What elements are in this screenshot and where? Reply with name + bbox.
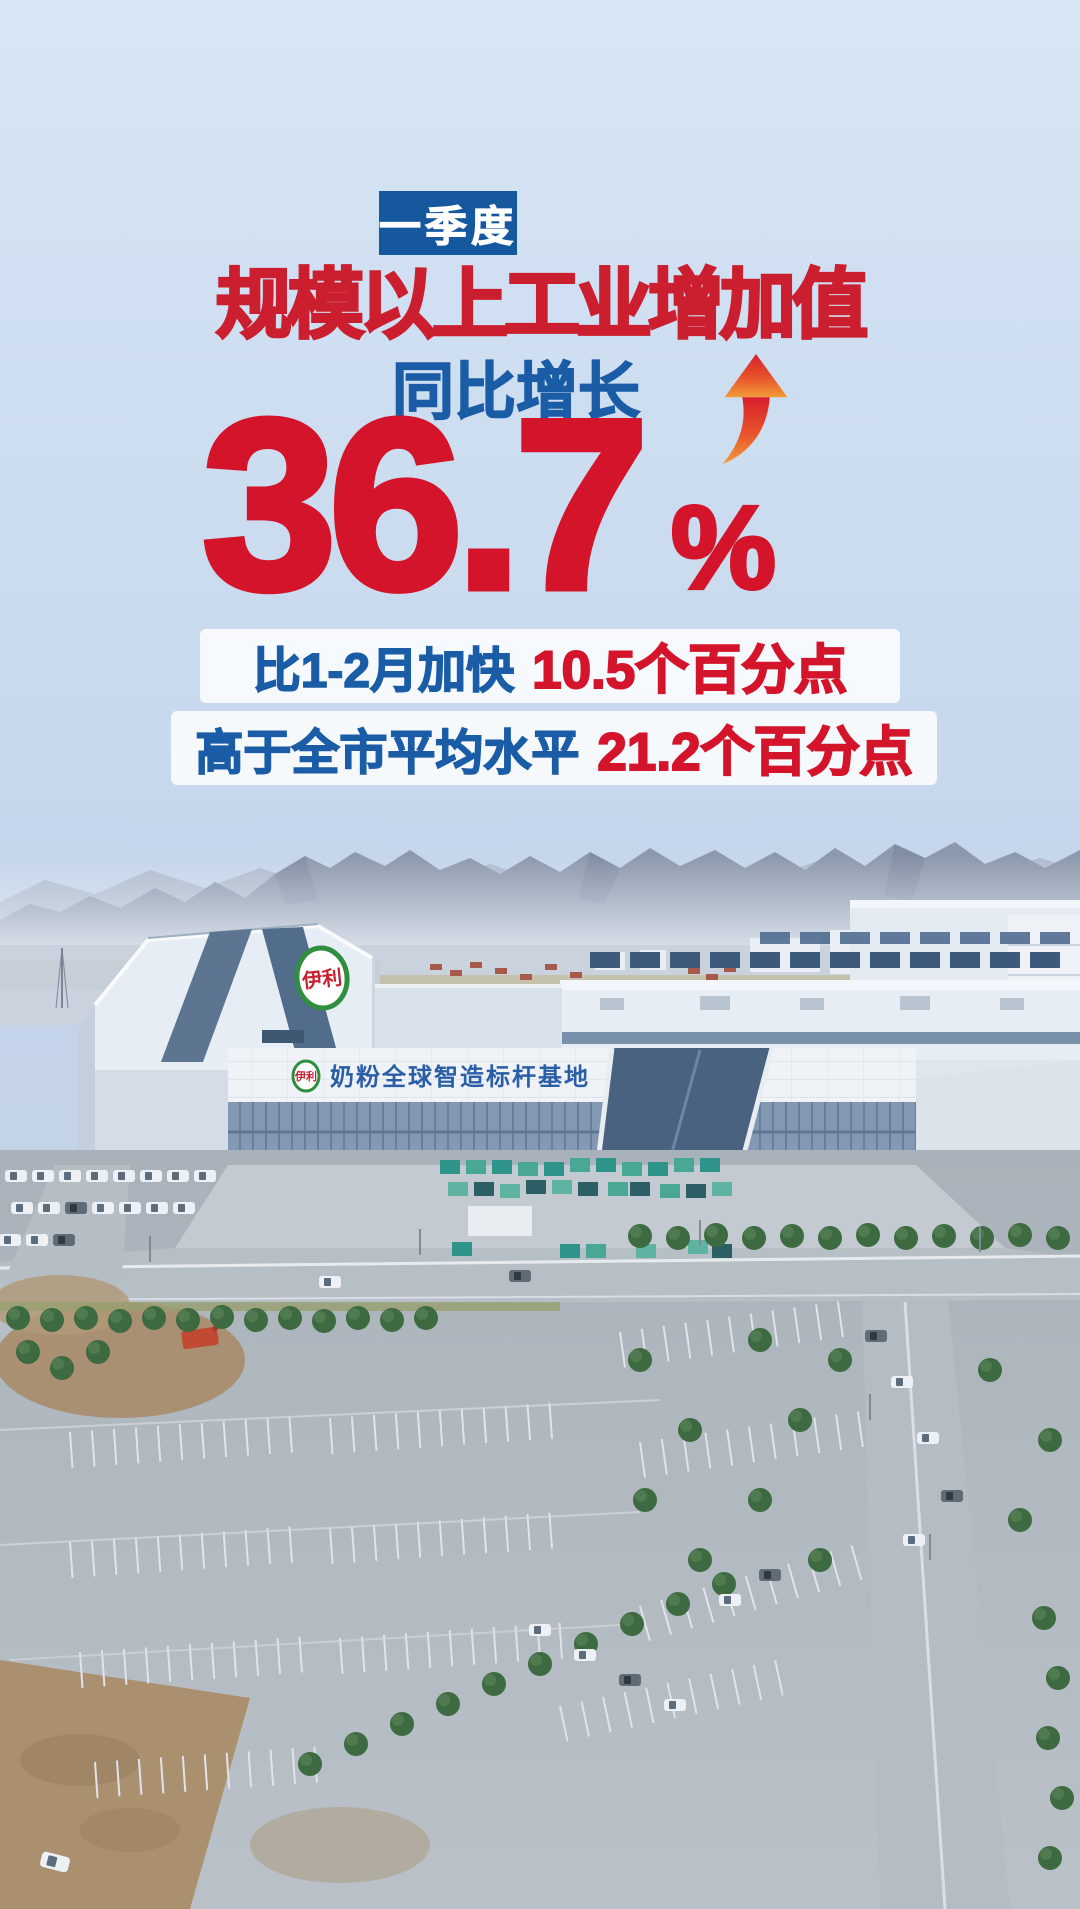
growth-value-number: 36.7 [198,370,652,640]
page-title: 规模以上工业增加值 [215,263,870,348]
comparison-2-value: 21.2个百分点 [596,722,913,783]
growth-value-unit: % [669,482,778,614]
building-banner: 伊利 奶粉全球智造标杆基地 [291,1059,590,1093]
comparison-row-1: 比1-2月加快 10.5个百分点 [200,629,900,703]
front-building: 伊利 奶粉全球智造标杆基地 [228,1047,1080,1166]
banner-logo-text: 伊利 [294,1069,317,1083]
comparison-2-label: 高于全市平均水平 [195,726,581,781]
banner-text: 奶粉全球智造标杆基地 [330,1063,590,1091]
factory-grounds [0,1150,1080,1909]
comparison-row-2: 高于全市平均水平 21.2个百分点 [171,711,937,785]
comparison-1-label: 比1-2月加快 [252,644,515,699]
light-poles [149,1220,981,1560]
material-stacks [440,1158,732,1258]
quarter-badge-label: 一季度 [379,202,518,250]
growth-value: 36.7 % [198,370,778,640]
subtitle: 同比增长 [391,358,641,427]
quarter-badge: 一季度 [379,191,517,255]
growth-arrow-icon [714,354,798,472]
factory-buildings: 伊利 伊利 奶粉全球智造标杆基地 [78,900,1080,1166]
comparison-1-value: 10.5个百分点 [531,640,848,701]
yili-tower-logo-text: 伊利 [300,966,343,993]
yili-tower-logo: 伊利 [294,945,350,1011]
